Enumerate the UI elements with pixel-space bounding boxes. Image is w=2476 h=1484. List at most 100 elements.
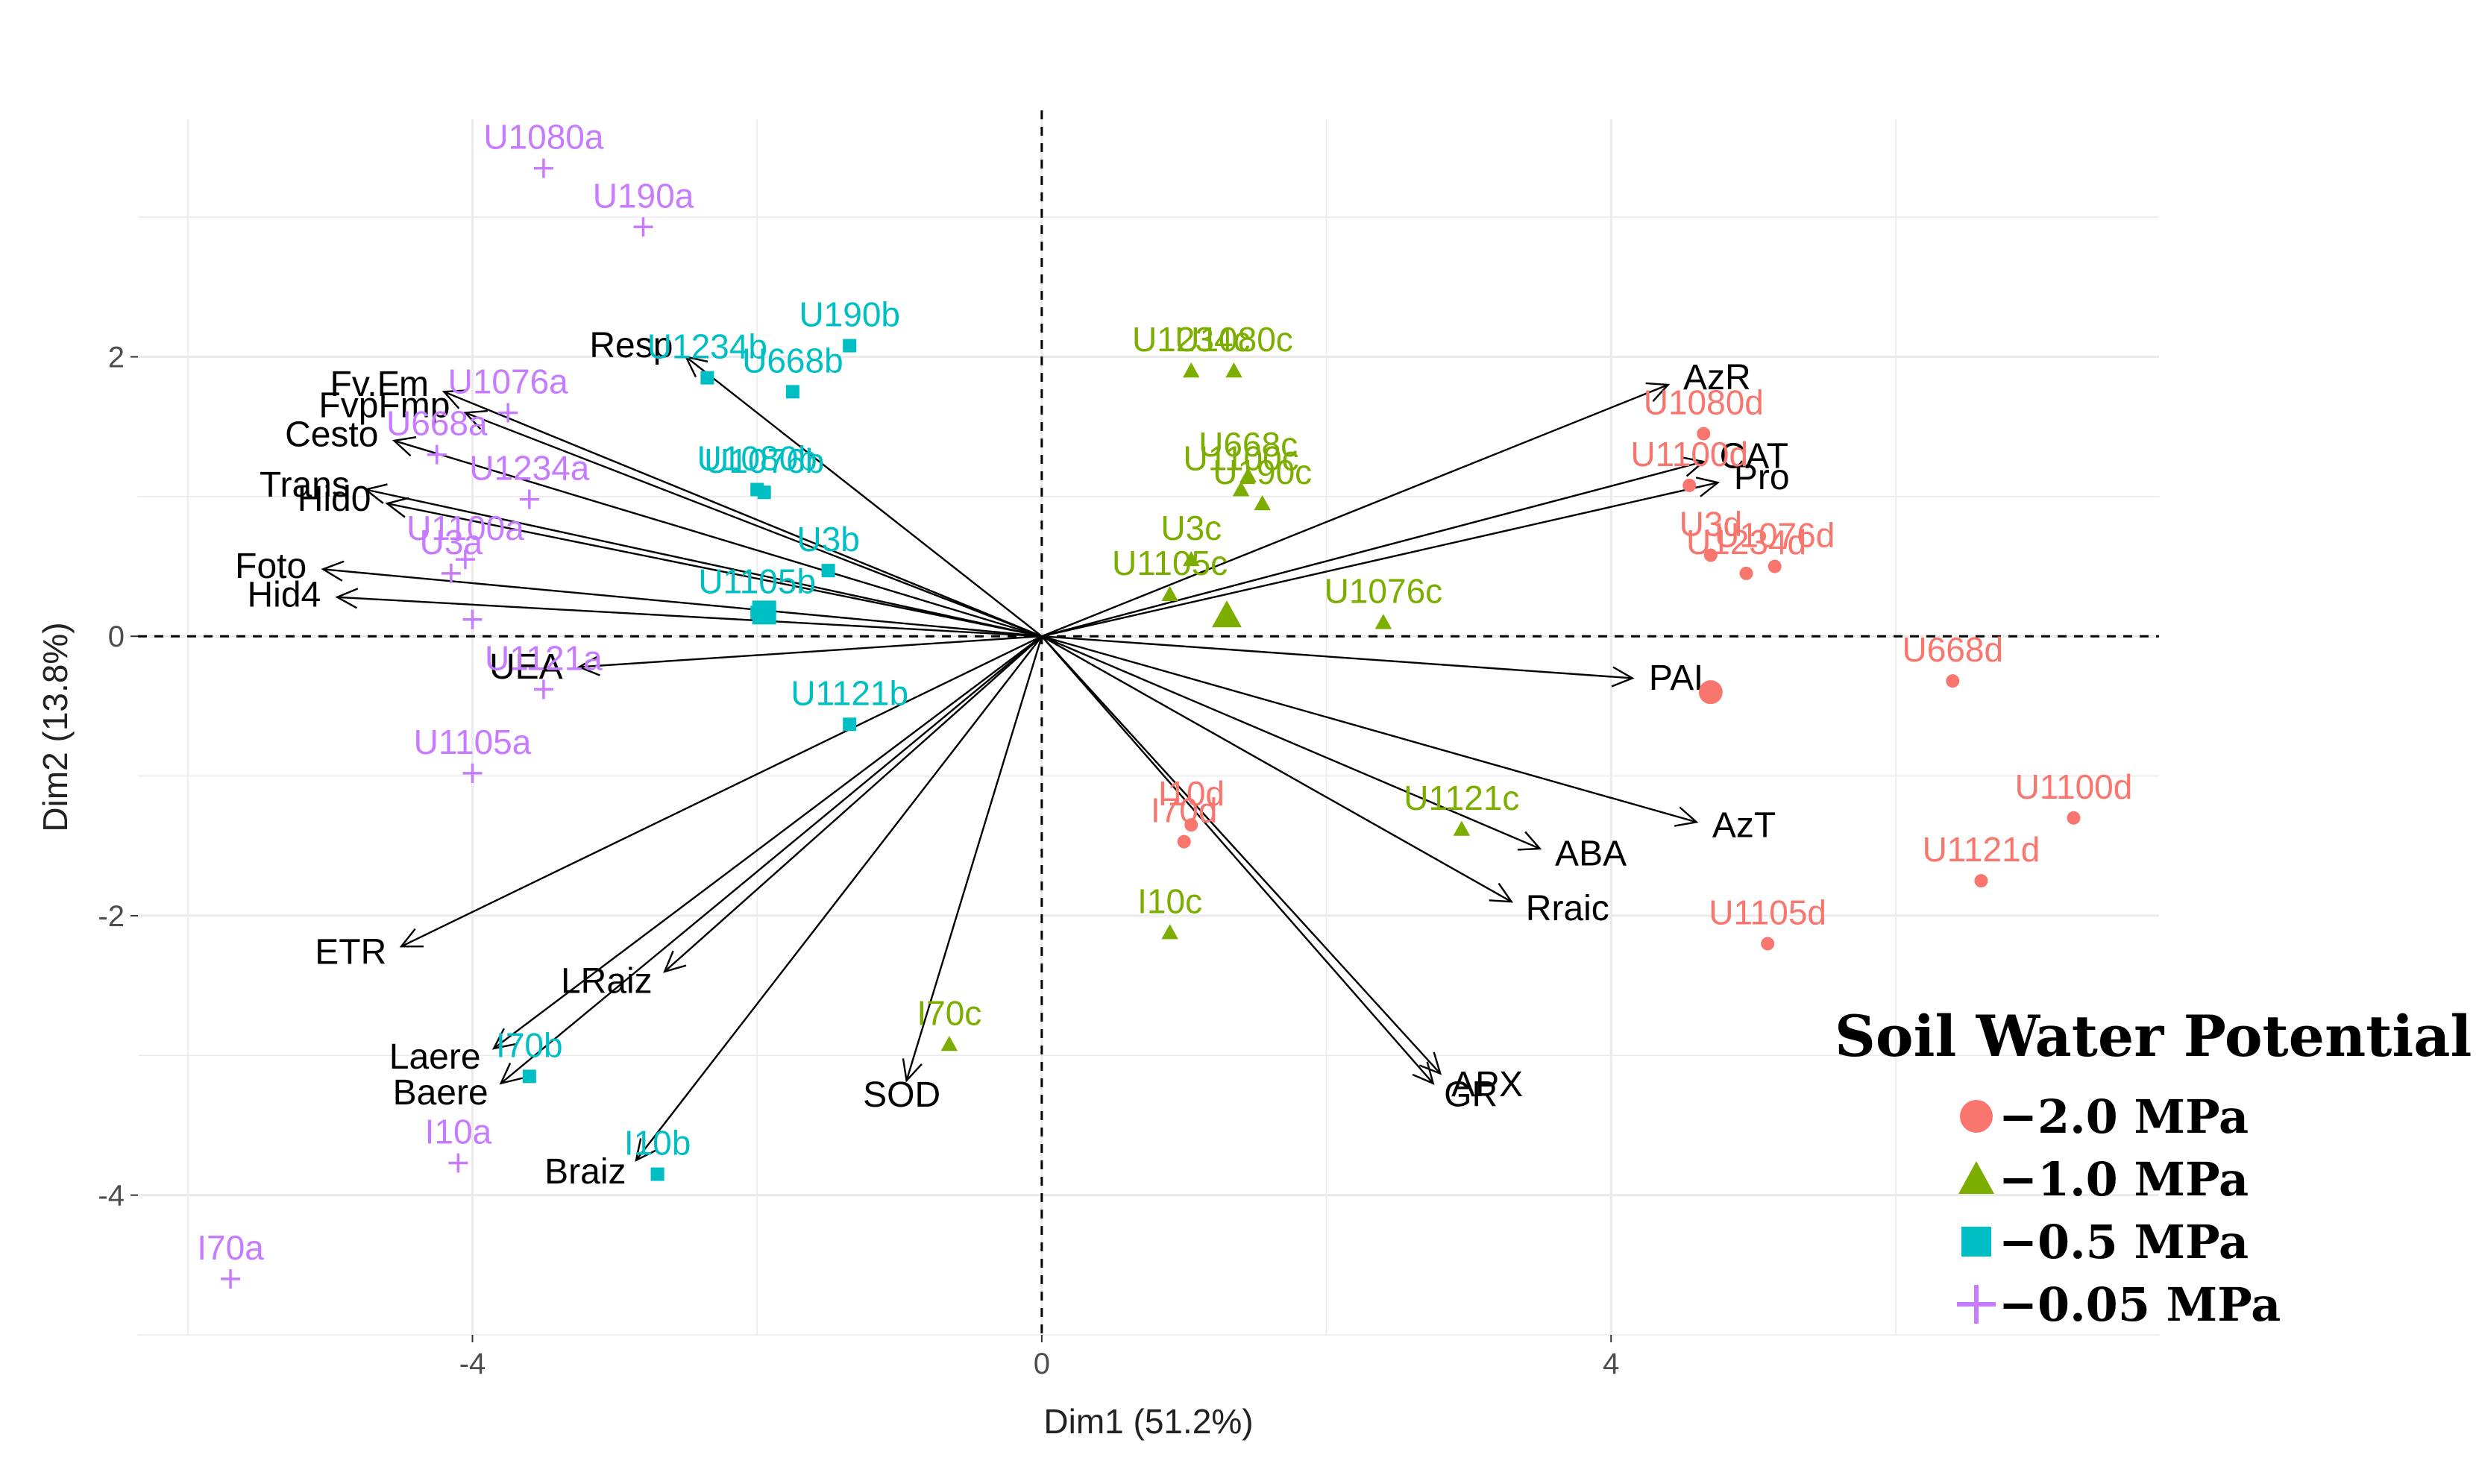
legend-label: −2.0 MPa: [1999, 1090, 2249, 1144]
arrow-head: [1517, 831, 1542, 851]
variable-label: Pro: [1734, 458, 1790, 497]
variable-label: UEA: [489, 647, 563, 687]
point-label: U1121d: [1923, 830, 2040, 869]
point-label: U1076b: [704, 441, 824, 480]
variable-arrow-aba: [1041, 635, 1541, 850]
arrow-head: [1681, 456, 1706, 477]
legend-title: Soil Water Potential: [1835, 1003, 2472, 1069]
variable-arrow-uea: [579, 635, 1042, 668]
arrow-head: [363, 483, 388, 504]
y-tick-label: 2: [108, 342, 125, 374]
point-label: I70d: [1151, 791, 1218, 830]
point-label: U1100a: [406, 509, 524, 547]
point-label: U1100d: [1630, 435, 1748, 474]
point-label: U1105c: [1112, 544, 1228, 582]
point-label: I70a: [197, 1228, 264, 1267]
individual-points: [221, 158, 2081, 1289]
point-label: U1234b: [647, 327, 767, 366]
point-u1100a: [455, 550, 475, 570]
arrow-head: [1489, 882, 1514, 903]
point-u1076b: [757, 485, 771, 500]
point-label: U190b: [799, 295, 900, 334]
variable-arrow-azt: [1041, 635, 1697, 823]
legend-label: −1.0 MPa: [1999, 1152, 2249, 1207]
point-u1100d: [2067, 811, 2081, 825]
arrow-head: [1611, 666, 1635, 688]
variable-arrow-fvpfmp: [465, 412, 1043, 638]
variable-arrow-etr: [400, 635, 1043, 948]
point-u1234a: [519, 489, 539, 509]
variable-label: Braiz: [544, 1152, 626, 1192]
point-i70d: [1177, 834, 1191, 849]
arrow-head: [1695, 477, 1721, 497]
legend: Soil Water Potential −2.0 MPa −1.0 MPa −…: [1835, 1003, 2472, 1332]
variable-arrow-azr: [1041, 383, 1669, 638]
arrow-head: [576, 655, 600, 676]
point-unlabeled: [462, 609, 483, 629]
point-u1121a: [533, 679, 553, 699]
variable-label: Trans: [260, 465, 350, 505]
point-label: U1121b: [791, 673, 908, 712]
point-label: I10b: [624, 1124, 691, 1163]
point-u1121b: [843, 717, 857, 732]
point-i10d: [1184, 818, 1198, 832]
point-u668b: [785, 385, 799, 399]
legend-item-0-5: −0.5 MPa: [1835, 1212, 2401, 1271]
arrow-head: [1674, 806, 1699, 827]
variable-label: SOD: [863, 1075, 940, 1115]
point-label: U668b: [742, 341, 843, 380]
plus-marker-icon: [1957, 1285, 1996, 1324]
variable-arrow-braiz: [635, 635, 1043, 1161]
grid-lines: [138, 119, 2159, 1336]
point-u1121d: [1974, 874, 1988, 888]
arrow-head: [335, 588, 359, 609]
variable-arrow-cesto: [394, 439, 1043, 638]
variable-arrow-laere: [493, 635, 1043, 1049]
point-centroid: [1698, 680, 1723, 705]
x-tick-label: 0: [1034, 1348, 1050, 1380]
variable-arrow-resp: [685, 356, 1043, 638]
point-i70a: [221, 1269, 241, 1289]
point-u3b: [821, 564, 835, 578]
point-label: U3d: [1680, 505, 1742, 544]
point-u1076d: [1768, 559, 1782, 573]
variable-arrow-gr: [1040, 635, 1434, 1084]
variable-arrow-fv-fm: [443, 391, 1043, 638]
triangle-marker-icon: [1958, 1161, 1994, 1194]
variable-arrow-trans: [365, 488, 1043, 638]
axes: -4 0 4 -4 -2 0 2: [98, 110, 2159, 1380]
point-u1234b: [700, 371, 714, 385]
point-u668d: [1946, 674, 1960, 688]
point-u668c: [1239, 467, 1257, 482]
point-i10a: [448, 1153, 468, 1173]
point-label: I10d: [1157, 774, 1225, 813]
variable-label: GR: [1444, 1075, 1498, 1114]
square-marker-icon: [1961, 1227, 1991, 1257]
variable-arrow-baere: [500, 635, 1043, 1084]
variable-arrow-pro: [1041, 481, 1718, 638]
point-u3c: [1183, 550, 1200, 567]
point-u1076a: [498, 403, 518, 423]
point-u1076c: [1374, 614, 1392, 629]
point-u1100d: [1682, 478, 1697, 492]
arrow-head: [491, 1028, 516, 1050]
point-label: I10a: [425, 1113, 492, 1151]
point-u1080a: [533, 158, 553, 178]
variable-arrow-lraiz: [664, 635, 1043, 972]
point-u190c: [1254, 494, 1271, 511]
point-u1121c: [1453, 820, 1471, 836]
y-axis-title: Dim2 (13.8%): [36, 622, 75, 831]
point-label: U3c: [1160, 509, 1222, 547]
arrow-head: [663, 950, 687, 973]
arrow-head: [1645, 382, 1671, 402]
point-label: I10c: [1137, 881, 1202, 920]
arrow-head: [1412, 1061, 1435, 1085]
variable-arrow-cat: [1041, 460, 1704, 638]
point-label: U1121c: [1404, 779, 1519, 817]
point-u1100c: [1232, 481, 1250, 497]
point-u190a: [633, 217, 653, 237]
point-label: U668a: [386, 404, 488, 443]
point-label: U3b: [796, 520, 859, 559]
variable-label: Hid0: [298, 480, 371, 519]
